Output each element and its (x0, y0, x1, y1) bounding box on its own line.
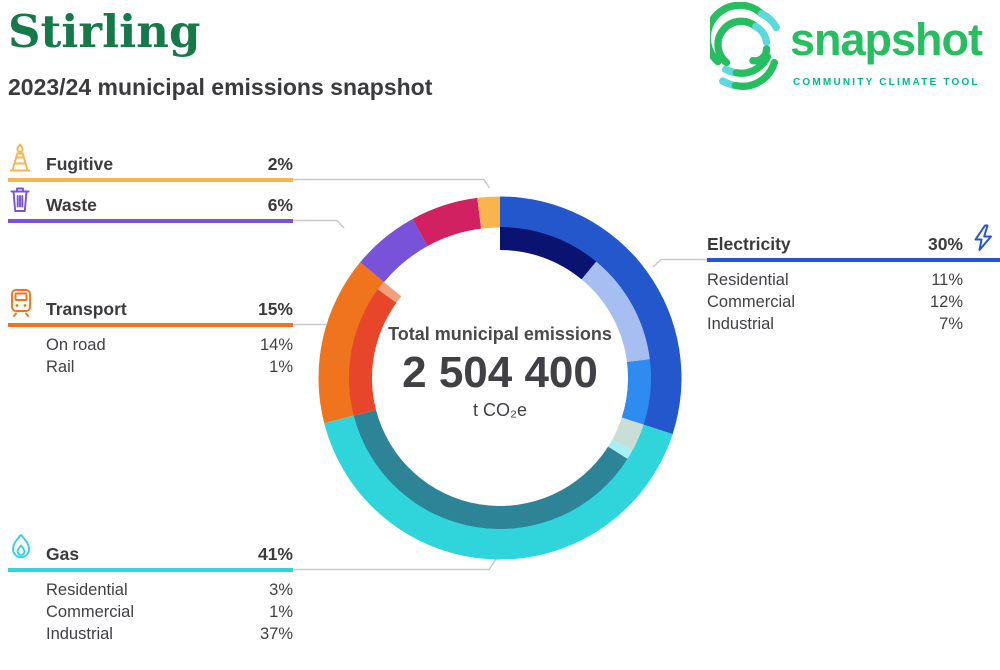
donut-subsegment-commercial (608, 439, 633, 459)
subcategory-row-rail: Rail 1% (8, 356, 293, 378)
donut-segment-waste (360, 218, 428, 283)
subcategory-pct: 7% (939, 314, 963, 333)
subcategory-pct: 3% (269, 580, 293, 599)
transport-underline (8, 323, 293, 327)
donut-subsegment-residential (612, 417, 644, 451)
category-pct-electricity: 30% (927, 234, 963, 254)
subcategory-label: Commercial (46, 602, 135, 621)
subcategory-pct: 1% (269, 357, 293, 376)
donut-segment-gas (324, 415, 673, 560)
subcategory-row-onroad: On road 14% (8, 334, 293, 356)
category-block-gas: Gas 41% Residential 3% Commercial 1% Ind… (8, 533, 293, 645)
subcategory-pct: 14% (259, 335, 293, 354)
subcategory-pct: 1% (269, 602, 293, 621)
subcategory-row-gas-industrial: Industrial 37% (8, 623, 293, 645)
lightning-bolt-icon (971, 223, 996, 258)
donut-segment-transport (318, 262, 385, 424)
trash-can-icon (8, 185, 32, 218)
subcategory-label: Commercial (707, 292, 796, 311)
category-label-waste: Waste (46, 195, 97, 215)
snapshot-logo-icon (703, 1, 788, 95)
subcategory-label: Rail (46, 357, 75, 376)
donut-subsegment-industrial (621, 359, 651, 425)
gas-underline (8, 568, 293, 572)
donut-center-text: Total municipal emissions 2 504 400 t CO… (355, 324, 645, 421)
category-block-transport: Transport 15% On road 14% Rail 1% (8, 289, 293, 378)
subcategory-row-elec-commercial: Commercial 12% (707, 291, 1000, 313)
donut-segment-unlabeled-4 (412, 197, 482, 247)
subcategory-pct: 37% (259, 624, 293, 643)
category-label-transport: Transport (46, 299, 127, 319)
total-emissions-label: Total municipal emissions (388, 324, 612, 344)
subcategory-label: Industrial (46, 624, 113, 643)
category-pct-fugitive: 2% (267, 154, 293, 174)
flame-icon (8, 533, 34, 567)
subcategory-label: Residential (707, 270, 789, 289)
fugitive-underline (8, 178, 293, 182)
category-block-fugitive: Fugitive 2% (8, 143, 293, 182)
subcategory-row-gas-residential: Residential 3% (8, 579, 293, 601)
donut-subsegment-industrial (353, 409, 628, 529)
subcategory-label: On road (46, 335, 106, 354)
category-pct-gas: 41% (257, 544, 293, 564)
subcategory-row-gas-commercial: Commercial 1% (8, 601, 293, 623)
flare-stack-icon (8, 143, 32, 177)
total-emissions-unit: t CO₂e (473, 400, 527, 420)
train-icon (8, 288, 34, 322)
page-title: Stirling (8, 5, 201, 58)
category-block-waste: Waste 6% (8, 187, 293, 223)
donut-segment-fugitive (477, 196, 500, 229)
donut-segment-electricity (500, 196, 682, 435)
subcategory-pct: 11% (931, 270, 963, 289)
fugitive-connector-line (293, 178, 491, 189)
category-block-electricity: Electricity 30% Residential 11% Commerci… (707, 224, 1000, 335)
donut-subsegment-commercial (581, 261, 650, 362)
category-pct-waste: 6% (267, 195, 293, 215)
category-label-gas: Gas (46, 544, 80, 564)
waste-underline (8, 219, 293, 223)
page-subtitle: 2023/24 municipal emissions snapshot (8, 74, 433, 100)
snapshot-tagline: COMMUNITY CLIMATE TOOL (793, 77, 980, 88)
donut-subsegment-rail (377, 281, 402, 303)
category-label-electricity: Electricity (707, 234, 791, 254)
snapshot-wordmark: snapshot (790, 14, 983, 65)
subcategory-row-elec-industrial: Industrial 7% (707, 313, 1000, 335)
subcategory-label: Industrial (707, 314, 774, 333)
subcategory-row-elec-residential: Residential 11% (707, 269, 1000, 291)
emissions-donut-chart (318, 196, 682, 560)
electricity-underline (707, 258, 1000, 262)
category-label-fugitive: Fugitive (46, 154, 114, 174)
donut-subsegment-residential (500, 227, 597, 280)
subcategory-label: Residential (46, 580, 128, 599)
category-pct-transport: 15% (257, 299, 293, 319)
total-emissions-value: 2 504 400 (402, 348, 598, 397)
donut-subsegment-on-road (349, 289, 397, 416)
subcategory-pct: 12% (929, 292, 963, 311)
